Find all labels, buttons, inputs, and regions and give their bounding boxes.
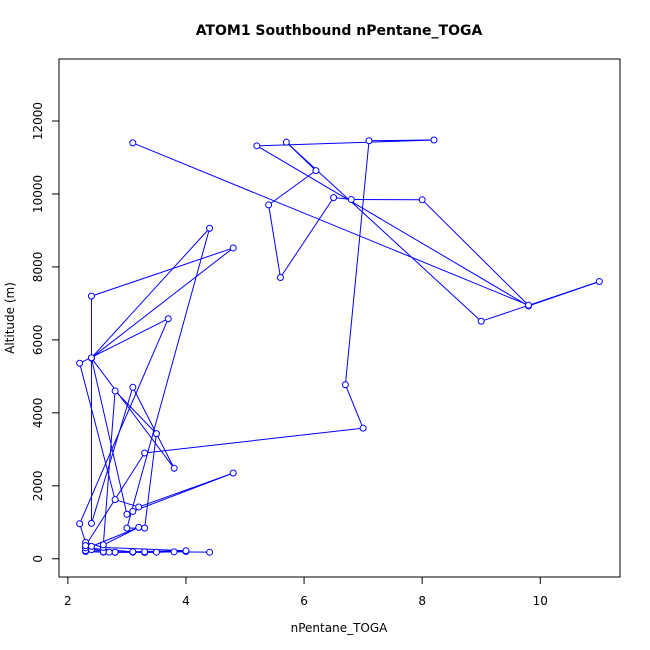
y-tick-label: 4000	[31, 398, 45, 429]
data-point	[330, 194, 338, 202]
series-segment	[93, 249, 232, 357]
data-point	[82, 542, 90, 550]
y-tick-label: 0	[31, 555, 45, 563]
data-point	[347, 195, 355, 203]
series-segment	[127, 231, 210, 526]
data-point	[282, 138, 290, 146]
series-segment	[259, 146, 527, 305]
series-segment	[144, 436, 157, 526]
data-point	[76, 359, 84, 367]
chart-title: ATOM1 Southbound nPentane_TOGA	[196, 23, 483, 39]
x-tick-label: 10	[533, 594, 548, 608]
series-segment	[288, 143, 480, 320]
series-segment	[80, 321, 168, 522]
series-segment	[94, 528, 137, 546]
data-point	[87, 292, 95, 300]
series-segment	[133, 389, 174, 466]
y-axis-label: Altitude (m)	[3, 282, 17, 354]
series-segment	[346, 387, 363, 426]
data-point	[141, 548, 149, 556]
series-segment	[423, 201, 527, 304]
series-segment	[336, 197, 349, 200]
data-point	[87, 354, 95, 362]
data-point	[141, 524, 149, 532]
data-point	[206, 224, 214, 232]
data-point	[430, 136, 438, 144]
data-point	[123, 510, 131, 518]
series-segment	[281, 199, 333, 276]
x-axis-label: nPentane_TOGA	[291, 621, 389, 635]
data-point	[152, 548, 160, 556]
data-point	[141, 449, 149, 457]
data-point	[276, 274, 284, 282]
data-point	[365, 137, 373, 145]
data-point	[182, 547, 190, 555]
series-segment	[80, 526, 86, 540]
data-point	[595, 278, 603, 286]
series-segment	[116, 392, 155, 432]
x-tick-label: 2	[64, 594, 72, 608]
data-point	[359, 424, 367, 432]
series-segment	[103, 393, 116, 542]
series-segment	[135, 143, 526, 305]
y-tick-label: 8000	[31, 252, 45, 283]
y-tick-label: 6000	[31, 325, 45, 356]
data-point	[206, 548, 214, 556]
series-segment	[94, 248, 231, 296]
series-segment	[268, 207, 281, 275]
data-point	[111, 496, 119, 504]
x-tick-label: 8	[418, 594, 426, 608]
data-point	[524, 301, 532, 309]
data-point	[129, 548, 137, 556]
data-point	[111, 387, 119, 395]
series-segment	[91, 390, 133, 521]
x-tick-label: 6	[300, 594, 308, 608]
data-point	[170, 548, 178, 556]
series-segment	[91, 360, 127, 512]
data-point	[135, 523, 143, 531]
series-segment	[147, 428, 361, 454]
series-segment	[483, 282, 597, 321]
data-point	[129, 139, 137, 147]
y-axis: 0 2000 4000 6000 8000 10000 12000	[31, 102, 60, 563]
series-segment	[135, 473, 231, 511]
series-segment	[93, 230, 208, 356]
data-point	[170, 464, 178, 472]
data-point	[229, 469, 237, 477]
series-segment	[82, 319, 166, 363]
data-point	[99, 541, 107, 549]
series	[76, 136, 603, 557]
data-point	[135, 503, 143, 511]
y-tick-label: 2000	[31, 471, 45, 502]
data-point	[418, 196, 426, 204]
series-layer	[76, 136, 603, 557]
data-point	[111, 548, 119, 556]
data-point	[105, 548, 113, 556]
y-tick-label: 12000	[31, 102, 45, 140]
data-point	[76, 520, 84, 528]
data-point	[229, 244, 237, 252]
series-segment	[270, 171, 314, 204]
data-point	[87, 519, 95, 527]
y-tick-label: 10000	[31, 175, 45, 213]
series-segment	[105, 528, 137, 545]
series-segment	[345, 143, 370, 382]
data-point	[341, 381, 349, 389]
data-point	[129, 507, 137, 515]
data-point	[152, 430, 160, 438]
series-segment	[92, 360, 173, 467]
data-point	[87, 542, 95, 550]
data-point	[164, 315, 172, 323]
data-point	[253, 142, 261, 150]
data-point	[477, 317, 485, 325]
x-axis: 2 4 6 8 10	[64, 576, 548, 608]
data-point	[123, 524, 131, 532]
x-tick-label: 4	[182, 594, 190, 608]
data-point	[129, 383, 137, 391]
series-segment	[288, 143, 315, 169]
data-point	[265, 201, 273, 209]
data-point	[312, 167, 320, 175]
